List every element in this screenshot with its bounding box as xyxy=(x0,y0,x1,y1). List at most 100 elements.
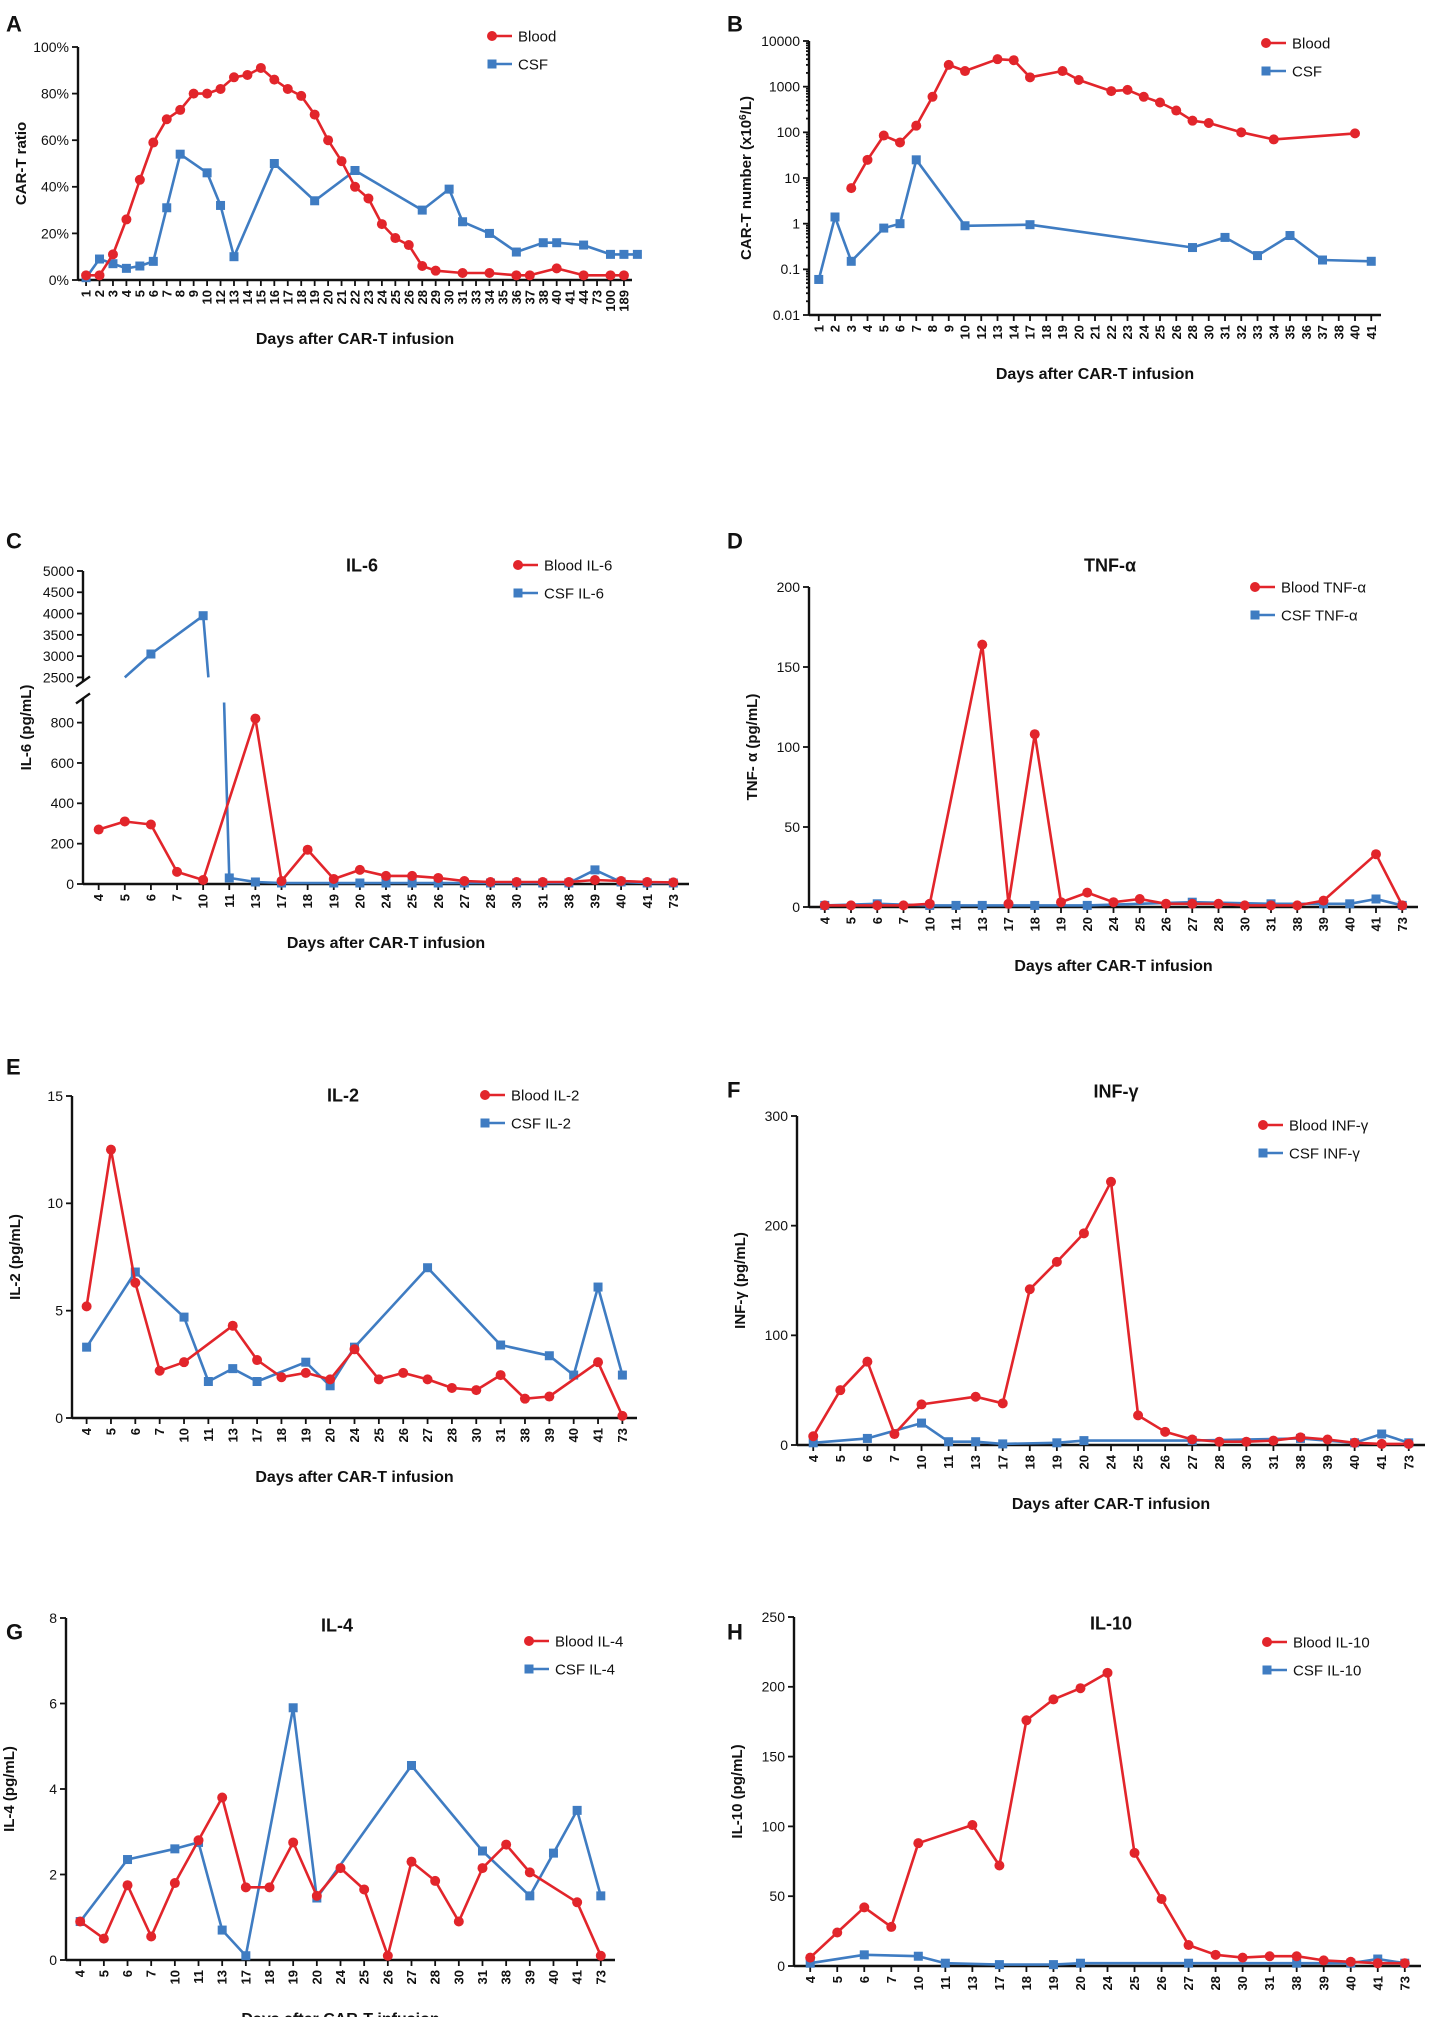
x-tick-label: 6 xyxy=(893,325,908,332)
legend-marker xyxy=(1261,66,1271,76)
data-point xyxy=(808,1431,819,1442)
data-point xyxy=(373,1374,384,1385)
y-axis-label: TNF- α (pg/mL) xyxy=(744,694,761,801)
x-tick-label: 6 xyxy=(857,1976,872,1983)
data-point xyxy=(524,270,535,281)
data-point xyxy=(108,259,118,269)
x-tick-label: 31 xyxy=(455,290,470,304)
y-tick-label: 60% xyxy=(41,132,69,148)
data-point xyxy=(618,270,629,281)
y-tick-label: 0.1 xyxy=(781,261,801,277)
series-line xyxy=(817,158,1372,280)
data-point xyxy=(1237,1952,1248,1963)
data-point xyxy=(363,193,374,204)
x-tick-label: 44 xyxy=(576,289,591,304)
y-tick-label: 2500 xyxy=(43,669,74,685)
data-point xyxy=(458,217,468,227)
data-point xyxy=(250,713,261,724)
x-tick-label: 6 xyxy=(860,1455,875,1462)
x-tick-label: 4 xyxy=(119,289,134,297)
data-point xyxy=(354,864,365,875)
data-point xyxy=(381,878,391,888)
data-point xyxy=(422,1374,433,1385)
data-point xyxy=(846,183,857,194)
data-point xyxy=(805,1952,816,1963)
data-point xyxy=(1171,105,1182,116)
data-point xyxy=(349,1344,360,1355)
series-line xyxy=(824,643,1404,907)
legend-label: CSF IL-10 xyxy=(1293,1662,1361,1679)
x-tick-label: 38 xyxy=(518,1428,533,1442)
x-tick-label: 38 xyxy=(499,1970,514,1984)
y-tick-label: 0 xyxy=(777,1958,785,1974)
data-point xyxy=(202,88,213,99)
chart-title: IL-4 xyxy=(321,1615,353,1635)
data-point xyxy=(1122,84,1133,95)
data-point xyxy=(121,263,131,273)
data-point xyxy=(255,62,266,73)
data-point xyxy=(590,865,600,875)
panel-a: A0%20%40%60%80%100%123456789101213141516… xyxy=(6,12,642,348)
y-tick-label: 1 xyxy=(792,216,800,232)
data-point xyxy=(1073,74,1084,85)
series-line xyxy=(812,1180,1409,1446)
legend-marker xyxy=(1258,1148,1268,1158)
x-tick-label: 13 xyxy=(975,917,990,931)
data-point xyxy=(519,1393,530,1404)
x-tick-label: 27 xyxy=(457,894,472,908)
y-tick-label: 10000 xyxy=(761,33,800,49)
series-blood-il-10 xyxy=(805,1667,1410,1969)
x-tick-label: 7 xyxy=(170,894,185,901)
x-tick-label: 18 xyxy=(300,894,315,908)
x-tick-label: 5 xyxy=(96,1970,111,1977)
x-tick-label: 4 xyxy=(817,916,832,924)
data-point xyxy=(228,1364,238,1374)
data-point xyxy=(819,900,830,911)
data-point xyxy=(911,120,922,131)
x-tick-label: 7 xyxy=(909,325,924,332)
data-point xyxy=(217,1792,228,1803)
data-point xyxy=(407,878,417,888)
data-point xyxy=(589,874,600,885)
data-point xyxy=(179,1357,190,1368)
x-tick-label: 7 xyxy=(887,1455,902,1462)
data-point xyxy=(215,83,226,94)
data-point xyxy=(161,114,172,125)
x-tick-label: 10 xyxy=(196,894,211,908)
x-tick-label: 10 xyxy=(958,325,973,339)
x-tick-label: 23 xyxy=(1120,325,1135,339)
y-tick-label: 15 xyxy=(47,1088,63,1104)
data-point xyxy=(889,1429,900,1440)
x-tick-label: 20 xyxy=(1073,1976,1088,1990)
x-tick-label: 39 xyxy=(1316,917,1331,931)
data-point xyxy=(544,1391,555,1402)
legend-label: Blood xyxy=(1292,35,1330,52)
data-point xyxy=(1003,898,1014,909)
data-point xyxy=(1291,1951,1302,1962)
x-tick-label: 8 xyxy=(173,290,188,297)
x-tick-label: 41 xyxy=(570,1970,585,1984)
data-point xyxy=(407,870,418,881)
data-point xyxy=(130,1267,140,1277)
x-tick-label: 24 xyxy=(374,289,389,304)
data-point xyxy=(1372,1958,1383,1969)
panel-c: C IL-6 0 200 400 600 800 2500 3000 3500 4000 4500 50… xyxy=(6,529,689,952)
data-point xyxy=(808,1438,818,1448)
data-point xyxy=(862,154,873,165)
data-point xyxy=(593,1282,603,1292)
x-tick-label: 20 xyxy=(1076,1455,1091,1469)
data-point xyxy=(1397,900,1408,911)
x-tick-label: 41 xyxy=(591,1428,606,1442)
legend-item: CSF INF-γ xyxy=(1258,1145,1360,1162)
chart-title: INF-γ xyxy=(1094,1081,1139,1101)
x-tick-label: 4 xyxy=(91,893,106,901)
x-tick-label: 18 xyxy=(294,290,309,304)
x-tick-label: 30 xyxy=(1239,1455,1254,1469)
x-tick-label: 73 xyxy=(1395,917,1410,931)
data-point xyxy=(1349,1437,1360,1448)
y-tick-label: 2 xyxy=(49,1866,57,1882)
series-blood xyxy=(81,62,629,281)
x-tick-label: 17 xyxy=(995,1455,1010,1469)
data-point xyxy=(1213,898,1224,909)
x-tick-label: 10 xyxy=(911,1976,926,1990)
